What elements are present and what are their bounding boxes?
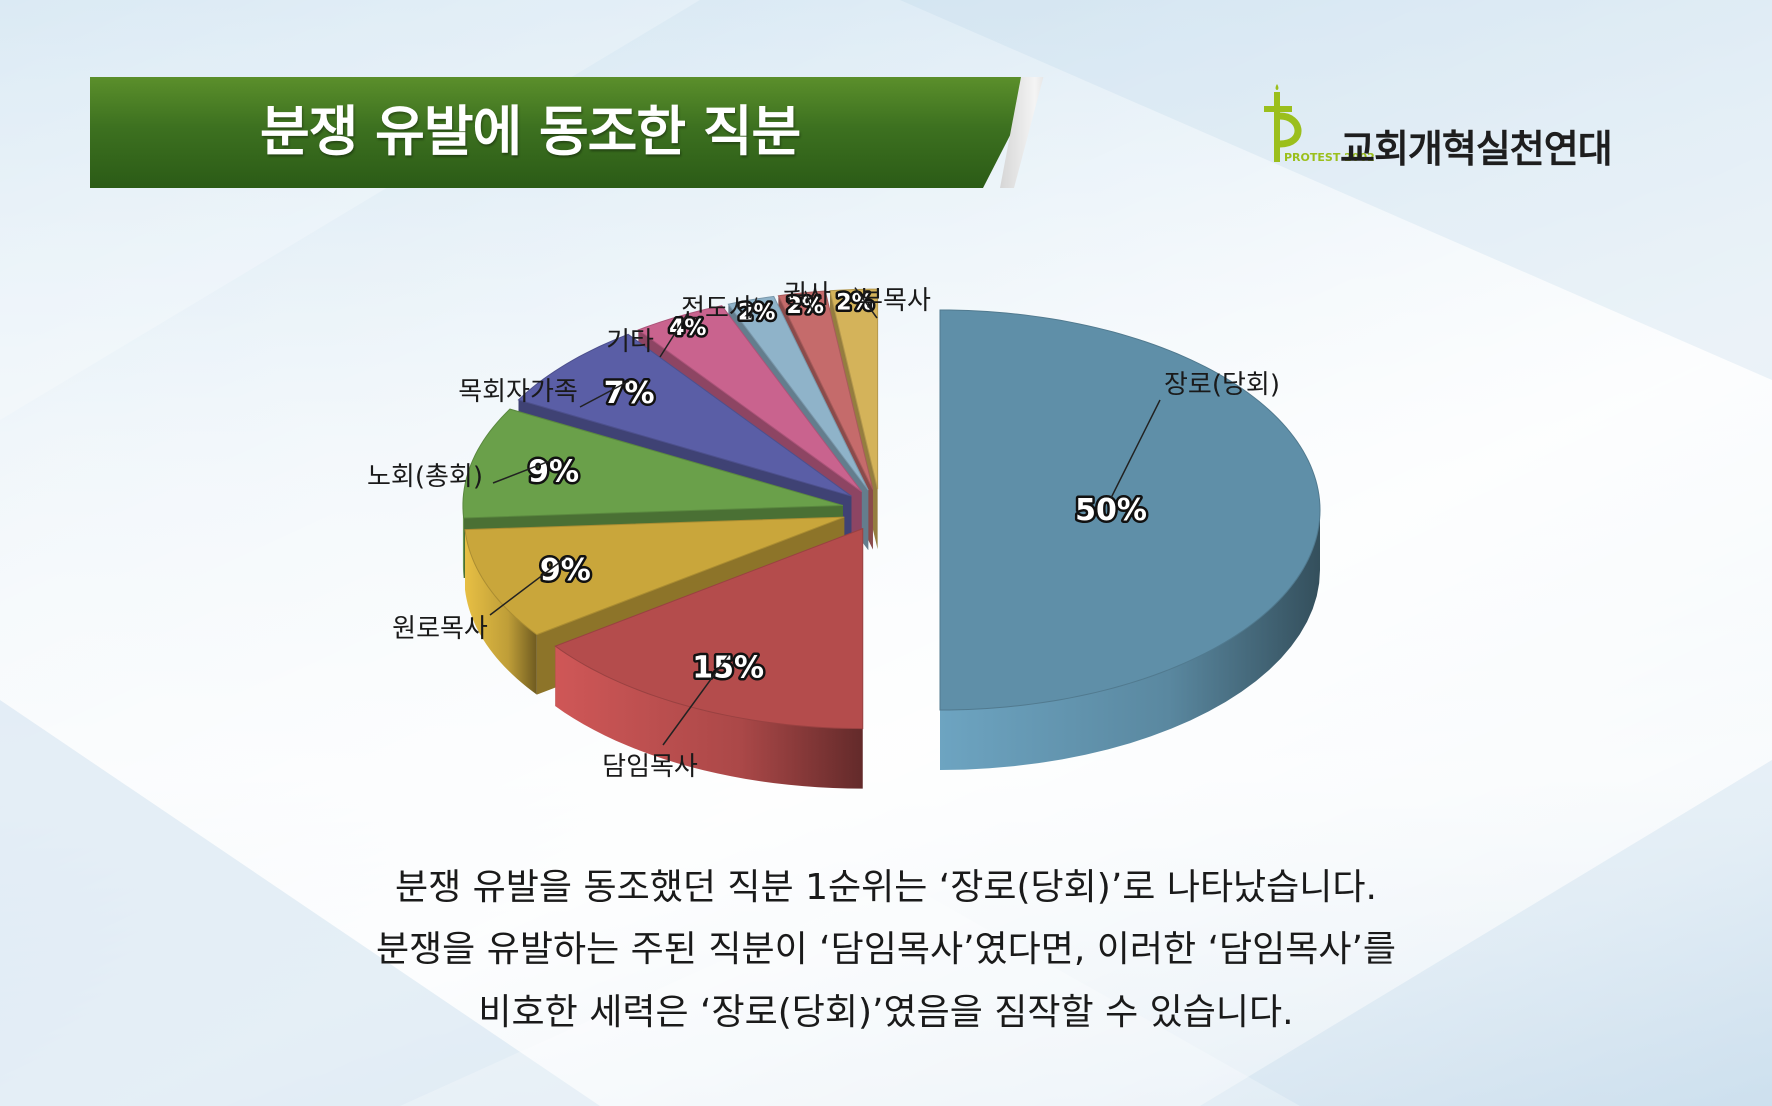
pie-slice bbox=[464, 516, 845, 636]
leader-line bbox=[854, 287, 878, 319]
category-label: 부목사 bbox=[859, 286, 931, 316]
data-label: 2% bbox=[738, 300, 775, 325]
caption-line-1: 분쟁 유발을 동조했던 직분 1순위는 ‘장로(당회)’로 나타났습니다. bbox=[395, 867, 1377, 908]
pie-slice-side bbox=[940, 510, 1320, 770]
pie-slice bbox=[939, 309, 1321, 711]
logo-mark-text: PROTEST 2002 bbox=[1284, 151, 1375, 164]
leader-line bbox=[579, 380, 630, 408]
data-label: 15% bbox=[692, 651, 764, 686]
data-label: 50% bbox=[1075, 493, 1147, 528]
pie-slice bbox=[727, 295, 869, 491]
pie-slice bbox=[777, 290, 874, 490]
pie-slice bbox=[829, 288, 879, 490]
category-label: 전도사 bbox=[681, 294, 753, 324]
pie-slice bbox=[517, 333, 852, 497]
leader-line bbox=[749, 297, 758, 319]
category-label: 목회자가족 bbox=[458, 377, 578, 407]
category-label: 원로목사 bbox=[392, 614, 488, 644]
pie-slice bbox=[462, 408, 844, 519]
protest-logo-icon bbox=[1264, 84, 1302, 162]
data-label: 2% bbox=[836, 291, 873, 316]
leader-line bbox=[804, 290, 814, 314]
data-label: 4% bbox=[669, 316, 706, 341]
organization-name: 교회개혁실천연대 bbox=[1340, 127, 1613, 171]
data-label: 9% bbox=[528, 454, 579, 489]
category-label: 기타 bbox=[606, 327, 654, 357]
category-label: 담임목사 bbox=[602, 752, 698, 782]
data-label: 9% bbox=[540, 553, 591, 588]
pie-slice bbox=[637, 305, 863, 493]
leader-line bbox=[659, 312, 689, 358]
data-label: 2% bbox=[787, 294, 824, 319]
leader-line bbox=[489, 557, 566, 616]
category-label: 장로(당회) bbox=[1164, 370, 1280, 400]
category-label: 노회(총회) bbox=[367, 462, 483, 492]
organization-logo: PROTEST 2002 교회개혁실천연대 bbox=[1262, 84, 1642, 184]
caption-line-2: 분쟁을 유발하는 주된 직분이 ‘담임목사’였다면, 이러한 ‘담임목사’를 bbox=[375, 929, 1397, 970]
title-banner bbox=[90, 77, 1040, 188]
category-label: 권사 bbox=[783, 280, 831, 310]
page-title: 분쟁 유발에 동조한 직분 bbox=[260, 100, 801, 163]
caption-line-3: 비호한 세력은 ‘장로(당회)’였음을 짐작할 수 있습니다. bbox=[478, 992, 1294, 1033]
data-label: 7% bbox=[604, 376, 655, 411]
leader-line bbox=[1110, 399, 1161, 499]
leader-line bbox=[492, 458, 554, 484]
leader-line bbox=[662, 655, 729, 746]
